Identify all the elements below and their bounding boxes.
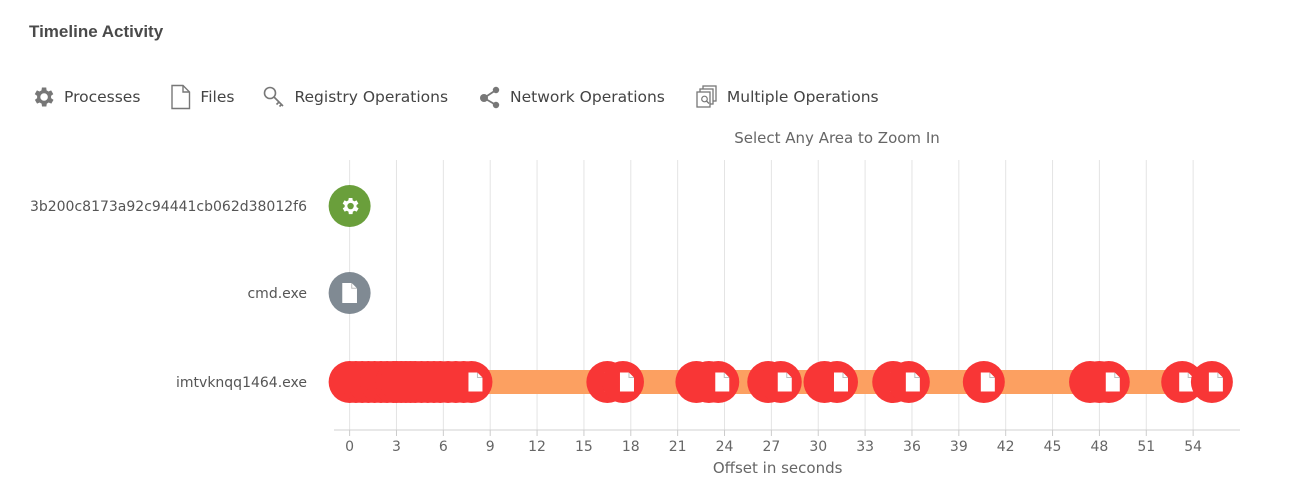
- x-tick-label: 39: [950, 439, 968, 455]
- x-tick-label: 21: [669, 439, 687, 455]
- x-tick-label: 27: [762, 439, 780, 455]
- event-marker[interactable]: [328, 185, 371, 227]
- file-icon: [777, 372, 792, 392]
- row-label: cmd.exe: [247, 286, 307, 302]
- x-tick-label: 6: [439, 439, 448, 455]
- event-marker[interactable]: [962, 361, 1005, 403]
- file-icon: [905, 372, 920, 392]
- network-share-icon: [480, 86, 500, 109]
- chart-subtitle: Select Any Area to Zoom In: [734, 129, 940, 147]
- file-icon: [619, 372, 634, 392]
- x-tick-label: 0: [345, 439, 354, 455]
- multiple-documents-icon: [696, 85, 717, 108]
- legend-label: Network Operations: [510, 88, 665, 106]
- x-tick-label: 42: [997, 439, 1015, 455]
- x-tick-label: 48: [1090, 439, 1108, 455]
- x-tick-label: 36: [903, 439, 921, 455]
- x-tick-label: 33: [856, 439, 874, 455]
- page-title: Timeline Activity: [29, 22, 164, 41]
- row-label: 3b200c8173a92c94441cb062d38012f6: [30, 199, 307, 215]
- legend-label: Files: [200, 88, 235, 106]
- x-tick-label: 15: [575, 439, 593, 455]
- event-marker[interactable]: [1190, 361, 1233, 403]
- event-marker[interactable]: [759, 361, 802, 403]
- x-tick-label: 24: [716, 439, 734, 455]
- gear-icon: [34, 87, 54, 107]
- legend: Processes Files Registry Operations Netw…: [30, 84, 909, 110]
- file-icon: [715, 372, 730, 392]
- event-marker[interactable]: [328, 272, 371, 314]
- event-circle: [328, 185, 371, 227]
- legend-label: Processes: [64, 88, 141, 106]
- event-marker[interactable]: [887, 361, 930, 403]
- event-marker[interactable]: [697, 361, 740, 403]
- x-tick-label: 51: [1137, 439, 1155, 455]
- x-tick-label: 18: [622, 439, 640, 455]
- x-tick-label: 12: [528, 439, 546, 455]
- legend-item-processes[interactable]: Processes: [30, 84, 140, 110]
- legend-item-network-operations[interactable]: Network Operations: [478, 84, 665, 110]
- timeline-chart[interactable]: Select Any Area to Zoom In0 3 6 9 12 15 18 21 24…: [0, 120, 1296, 491]
- event-marker[interactable]: [1161, 361, 1204, 403]
- legend-item-files[interactable]: Files: [170, 84, 234, 110]
- key-icon: [264, 86, 285, 108]
- file-icon: [1105, 372, 1120, 392]
- legend-label: Multiple Operations: [726, 88, 879, 106]
- file-icon: [171, 84, 191, 110]
- file-icon: [980, 372, 995, 392]
- event-marker[interactable]: [450, 361, 493, 403]
- legend-item-multiple-operations[interactable]: Multiple Operations: [695, 84, 879, 110]
- event-marker[interactable]: [601, 361, 644, 403]
- x-tick-label: 54: [1184, 439, 1202, 455]
- x-axis-label: Offset in seconds: [713, 459, 843, 477]
- x-tick-label: 30: [809, 439, 827, 455]
- x-tick-label: 9: [486, 439, 495, 455]
- x-tick-label: 3: [392, 439, 401, 455]
- legend-item-registry-operations[interactable]: Registry Operations: [262, 84, 448, 110]
- x-tick-label: 45: [1044, 439, 1062, 455]
- event-marker[interactable]: [815, 361, 858, 403]
- gear-icon: [342, 197, 359, 215]
- file-icon: [1208, 372, 1223, 392]
- file-icon: [833, 372, 848, 392]
- file-icon: [468, 372, 483, 392]
- row-label: imtvknqq1464.exe: [176, 375, 307, 391]
- legend-label: Registry Operations: [294, 88, 449, 106]
- event-marker[interactable]: [1087, 361, 1130, 403]
- file-icon: [342, 283, 357, 303]
